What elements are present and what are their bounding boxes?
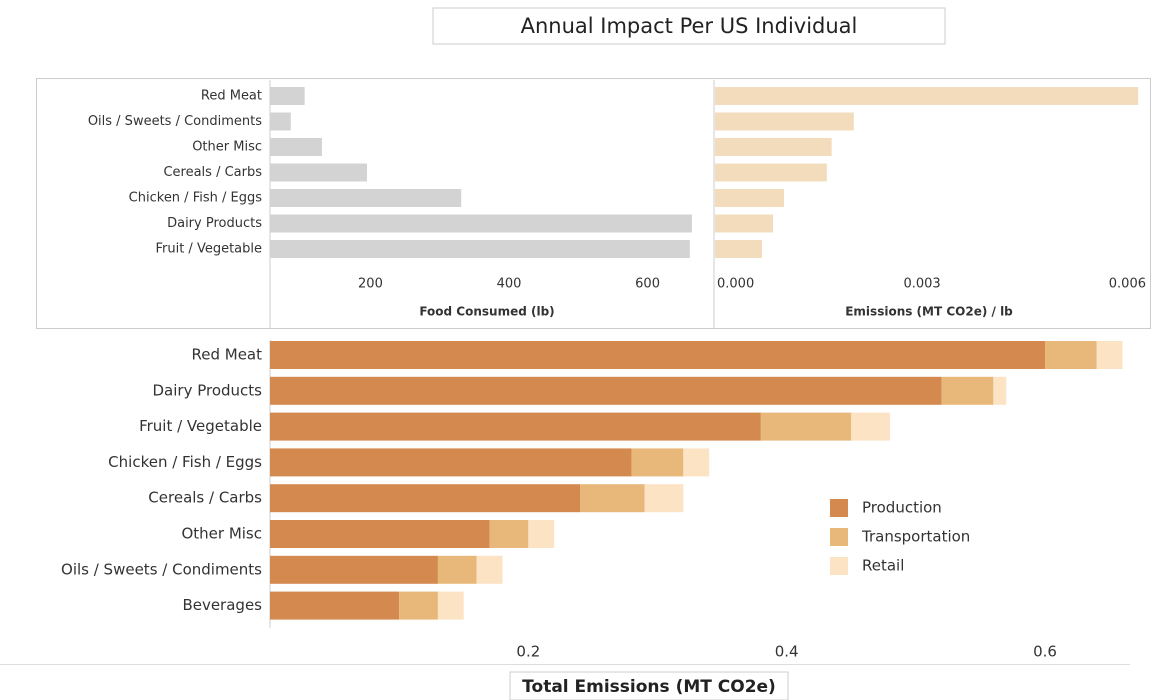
bar-segment bbox=[760, 412, 852, 441]
bar bbox=[715, 240, 762, 258]
bar bbox=[715, 138, 832, 156]
x-tick-label: 0.6 bbox=[1033, 643, 1057, 661]
bar-segment bbox=[270, 412, 761, 441]
x-tick-label: 600 bbox=[635, 277, 660, 292]
bar bbox=[270, 87, 305, 105]
y-tick-label: Cereals / Carbs bbox=[148, 489, 262, 507]
axis-title-box bbox=[509, 671, 789, 700]
y-tick-label: Oils / Sweets / Condiments bbox=[61, 560, 262, 578]
x-tick-label: 400 bbox=[497, 277, 522, 292]
y-tick-label: Oils / Sweets / Condiments bbox=[88, 114, 262, 129]
bar bbox=[270, 240, 690, 258]
bar-segment bbox=[270, 341, 1046, 369]
bar-segment bbox=[631, 448, 684, 477]
y-tick-label: Other Misc bbox=[192, 140, 262, 155]
legend-label: Transportation bbox=[861, 528, 970, 546]
bar bbox=[715, 163, 827, 182]
y-tick-label: Beverages bbox=[182, 596, 262, 614]
bar bbox=[715, 214, 773, 233]
y-tick-label: Red Meat bbox=[191, 346, 262, 364]
bar-segment bbox=[270, 448, 632, 477]
bar-segment bbox=[270, 376, 942, 405]
bar-segment bbox=[1045, 341, 1097, 369]
bar bbox=[270, 112, 291, 131]
x-tick-label: 0.2 bbox=[516, 643, 540, 661]
bar-segment bbox=[993, 376, 1007, 405]
legend-swatch bbox=[830, 528, 848, 546]
bar-segment bbox=[644, 484, 684, 513]
bar bbox=[715, 189, 785, 207]
bar-segment bbox=[270, 555, 438, 584]
bar-segment bbox=[941, 376, 994, 405]
legend-swatch bbox=[830, 499, 848, 517]
bar-segment bbox=[399, 591, 438, 620]
bar bbox=[270, 189, 462, 207]
y-tick-label: Other Misc bbox=[181, 525, 262, 543]
bar-segment bbox=[489, 520, 529, 548]
bar-segment bbox=[580, 484, 645, 513]
bar bbox=[715, 112, 854, 131]
legend-label: Production bbox=[862, 499, 942, 517]
bar bbox=[270, 163, 367, 182]
x-tick-label: 0.006 bbox=[1109, 277, 1146, 292]
bar-segment bbox=[851, 412, 891, 441]
bar bbox=[270, 138, 322, 156]
y-tick-label: Dairy Products bbox=[167, 216, 262, 231]
bar-segment bbox=[476, 555, 503, 584]
title-box bbox=[432, 7, 946, 45]
x-tick-label: 0.4 bbox=[775, 643, 799, 661]
bar-segment bbox=[270, 520, 490, 548]
bar-segment bbox=[270, 591, 400, 620]
y-tick-label: Fruit / Vegetable bbox=[139, 417, 262, 435]
y-tick-label: Chicken / Fish / Eggs bbox=[129, 191, 263, 206]
x-tick-label: 200 bbox=[358, 277, 383, 292]
x-axis-title: Total Emissions (MT CO2e) bbox=[522, 677, 776, 697]
x-axis-title: Food Consumed (lb) bbox=[419, 305, 554, 319]
legend-label: Retail bbox=[862, 557, 904, 575]
y-tick-label: Cereals / Carbs bbox=[163, 165, 262, 180]
y-tick-label: Chicken / Fish / Eggs bbox=[108, 453, 262, 471]
x-axis-title: Emissions (MT CO2e) / lb bbox=[845, 305, 1013, 319]
dashboard-title: Annual Impact Per US Individual bbox=[521, 14, 858, 38]
x-tick-label: 0.003 bbox=[903, 277, 940, 292]
bar-segment bbox=[437, 591, 464, 620]
bar bbox=[270, 214, 692, 233]
bar-segment bbox=[528, 520, 555, 548]
y-tick-label: Fruit / Vegetable bbox=[155, 242, 262, 257]
y-tick-label: Dairy Products bbox=[153, 381, 263, 399]
bar-segment bbox=[437, 555, 477, 584]
bar-segment bbox=[270, 484, 581, 513]
x-tick-label: 0.000 bbox=[717, 277, 754, 292]
bar-segment bbox=[1096, 341, 1123, 369]
y-tick-label: Red Meat bbox=[201, 89, 262, 104]
bar-segment bbox=[683, 448, 710, 477]
legend-swatch bbox=[830, 557, 848, 575]
bar bbox=[715, 87, 1139, 105]
